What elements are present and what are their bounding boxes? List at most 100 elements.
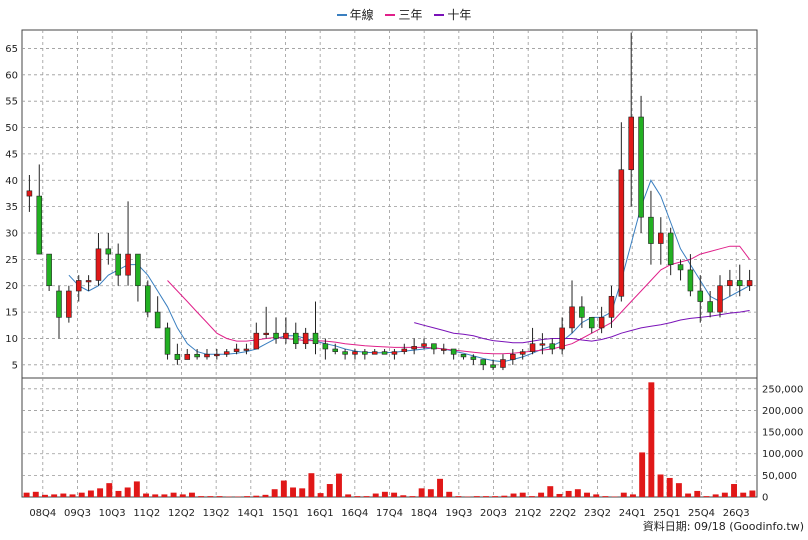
volume-bar xyxy=(170,492,177,497)
volume-bar xyxy=(510,493,517,497)
volume-tick-label: 150,000 xyxy=(762,428,803,439)
candle-body xyxy=(608,295,615,318)
candle-body xyxy=(293,332,299,345)
candle-body xyxy=(135,253,141,287)
volume-bar xyxy=(32,491,39,497)
candle-body xyxy=(362,351,368,355)
candle-body xyxy=(263,332,269,335)
volume-bar xyxy=(133,481,140,497)
volume-bar xyxy=(161,494,168,497)
volume-bar xyxy=(538,492,545,497)
candle-body xyxy=(618,169,625,297)
candle-body xyxy=(273,332,279,339)
data-date-footer: 資料日期: 09/18 (Goodinfo.tw) xyxy=(642,520,804,533)
volume-tick-label: 200,000 xyxy=(762,406,803,417)
volume-bar xyxy=(262,494,269,497)
x-tick-label: 16Q4 xyxy=(341,508,368,519)
x-tick-label: 17Q4 xyxy=(376,508,403,519)
candle-body xyxy=(519,351,526,355)
volume-bar xyxy=(354,496,361,497)
candle-body xyxy=(727,280,733,287)
volume-bar xyxy=(244,496,251,497)
price-tick-label: 50 xyxy=(5,123,18,134)
legend-swatch-1yr xyxy=(336,14,347,17)
candle-body xyxy=(490,364,496,368)
x-tick-label: 20Q3 xyxy=(480,508,507,519)
volume-bar xyxy=(42,494,48,497)
candle-body xyxy=(717,285,723,313)
candle-body xyxy=(391,351,398,355)
x-tick-label: 12Q2 xyxy=(168,508,195,519)
candle-body xyxy=(381,351,388,355)
x-tick-label: 14Q1 xyxy=(237,508,264,519)
candle-body xyxy=(312,332,319,345)
volume-bar xyxy=(198,496,205,497)
volume-bar xyxy=(308,473,315,497)
volume-bar xyxy=(124,487,131,497)
legend-swatch-10yr xyxy=(434,14,445,17)
volume-bar xyxy=(115,490,122,497)
candle-body xyxy=(332,348,339,352)
candle-body xyxy=(371,351,378,355)
price-tick-label: 45 xyxy=(5,149,18,160)
volume-bar xyxy=(280,480,287,497)
volume-bar xyxy=(400,495,407,497)
candle-body xyxy=(450,348,457,355)
volume-bar xyxy=(179,494,186,497)
volume-bar xyxy=(437,478,443,497)
volume-bar xyxy=(409,496,416,497)
x-tick-label: 18Q4 xyxy=(411,508,438,519)
ma-line-2 xyxy=(414,310,750,344)
candle-body xyxy=(194,353,200,358)
volume-bar xyxy=(556,493,563,497)
x-tick-label: 19Q3 xyxy=(445,508,472,519)
candle-body xyxy=(56,290,62,318)
price-tick-label: 60 xyxy=(5,70,18,81)
candle-body xyxy=(352,351,358,355)
candle-body xyxy=(66,290,72,318)
x-tick-label: 10Q3 xyxy=(99,508,126,519)
volume-bar xyxy=(152,494,159,497)
candle-body xyxy=(145,285,151,313)
volume-bar xyxy=(336,473,342,497)
x-tick-label: 13Q2 xyxy=(203,508,230,519)
candle-body xyxy=(697,290,704,302)
candle-body xyxy=(480,359,486,366)
volume-bar xyxy=(593,494,600,497)
volume-bar xyxy=(143,493,149,497)
volume-bar xyxy=(189,492,195,497)
volume-tick-label: 0 xyxy=(762,493,768,504)
volume-bar xyxy=(694,490,701,497)
volume-bar xyxy=(639,452,646,497)
ma-line-1 xyxy=(167,245,750,355)
volume-bar xyxy=(703,496,710,497)
x-tick-label: 08Q4 xyxy=(29,508,56,519)
x-tick-label: 23Q2 xyxy=(584,508,611,519)
volume-bar xyxy=(492,496,499,497)
volume-bar xyxy=(299,488,306,497)
candle-body xyxy=(421,343,427,347)
volume-bar xyxy=(483,496,489,497)
x-tick-label: 25Q4 xyxy=(688,508,715,519)
volume-bar xyxy=(446,491,453,497)
candle-body xyxy=(559,327,565,350)
x-tick-label: 25Q1 xyxy=(653,508,680,519)
candle-body xyxy=(46,253,52,287)
candle-body xyxy=(746,280,753,287)
price-tick-label: 30 xyxy=(5,229,18,240)
volume-bar xyxy=(78,492,85,497)
price-tick-label: 20 xyxy=(5,281,18,292)
volume-bar xyxy=(685,493,692,497)
volume-bar xyxy=(69,494,76,497)
price-tick-label: 25 xyxy=(5,255,18,266)
volume-bar xyxy=(253,495,260,497)
volume-bar xyxy=(721,492,728,497)
candle-body xyxy=(500,359,506,368)
candle-body xyxy=(204,353,210,358)
candle-body xyxy=(125,253,131,276)
candle-body xyxy=(431,343,437,350)
candle-body xyxy=(401,348,408,352)
volume-tick-label: 250,000 xyxy=(762,384,803,395)
volume-bar xyxy=(60,493,67,497)
